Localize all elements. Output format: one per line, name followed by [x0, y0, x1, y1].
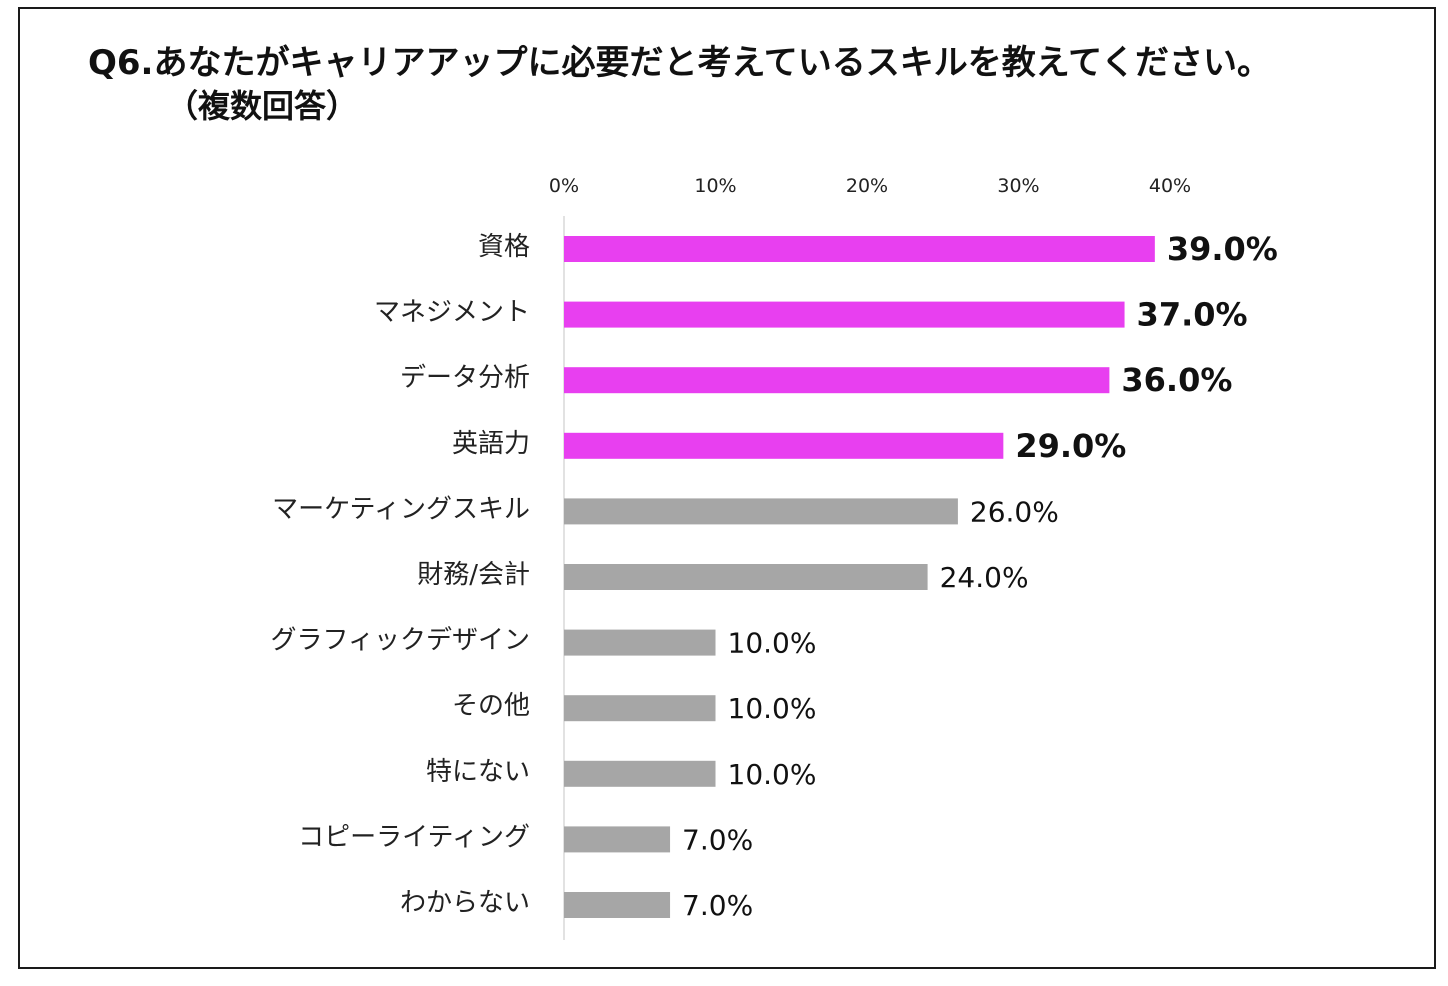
bar: [564, 695, 716, 722]
category-label: マネジメント: [374, 298, 530, 328]
data-label: 7.0%: [682, 823, 753, 856]
bar: [564, 236, 1155, 262]
bar-series: 資格 39.0% マネジメント 37.0% データ分析 36.0% 英語力 29.0% マーケテ…: [271, 230, 1278, 922]
x-tick-label: 20%: [846, 175, 888, 197]
category-label: わからない: [400, 888, 530, 918]
category-label: その他: [452, 691, 530, 721]
bar: [564, 301, 1125, 328]
data-label: 29.0%: [1015, 427, 1126, 465]
x-tick-label: 10%: [694, 175, 736, 197]
bar: [564, 826, 671, 853]
category-label: 特にない: [426, 757, 530, 787]
bar: [564, 498, 958, 525]
bar: [564, 564, 928, 590]
data-label: 7.0%: [682, 889, 753, 922]
data-label: 10.0%: [728, 692, 817, 725]
data-label: 39.0%: [1167, 230, 1278, 268]
data-label: 37.0%: [1137, 296, 1248, 334]
bar: [564, 432, 1004, 459]
bar: [564, 892, 671, 918]
data-label: 24.0%: [940, 561, 1029, 594]
category-label: データ分析: [400, 363, 530, 393]
category-label: 英語力: [452, 429, 530, 459]
category-label: 資格: [478, 232, 530, 262]
bar: [564, 367, 1110, 394]
bar: [564, 760, 716, 787]
data-label: 10.0%: [728, 758, 817, 791]
chart-frame: [18, 7, 1436, 969]
chart-title: Q6.あなたがキャリアアップに必要だと考えているスキルを教えてください。: [88, 43, 1272, 83]
data-label: 26.0%: [970, 495, 1059, 528]
data-label: 36.0%: [1121, 361, 1232, 399]
category-label: マーケティングスキル: [272, 494, 530, 524]
x-tick-label: 40%: [1149, 175, 1191, 197]
category-label: 財務/会計: [417, 560, 530, 590]
category-label: グラフィックデザイン: [271, 626, 530, 656]
x-axis-ticks: 0% 10% 20% 30% 40%: [549, 175, 1191, 197]
bar: [564, 629, 716, 656]
x-tick-label: 0%: [549, 175, 579, 197]
data-label: 10.0%: [728, 627, 817, 660]
category-label: コピーライティング: [298, 822, 530, 852]
x-tick-label: 30%: [997, 175, 1039, 197]
chart-subtitle: （複数回答）: [166, 87, 359, 125]
